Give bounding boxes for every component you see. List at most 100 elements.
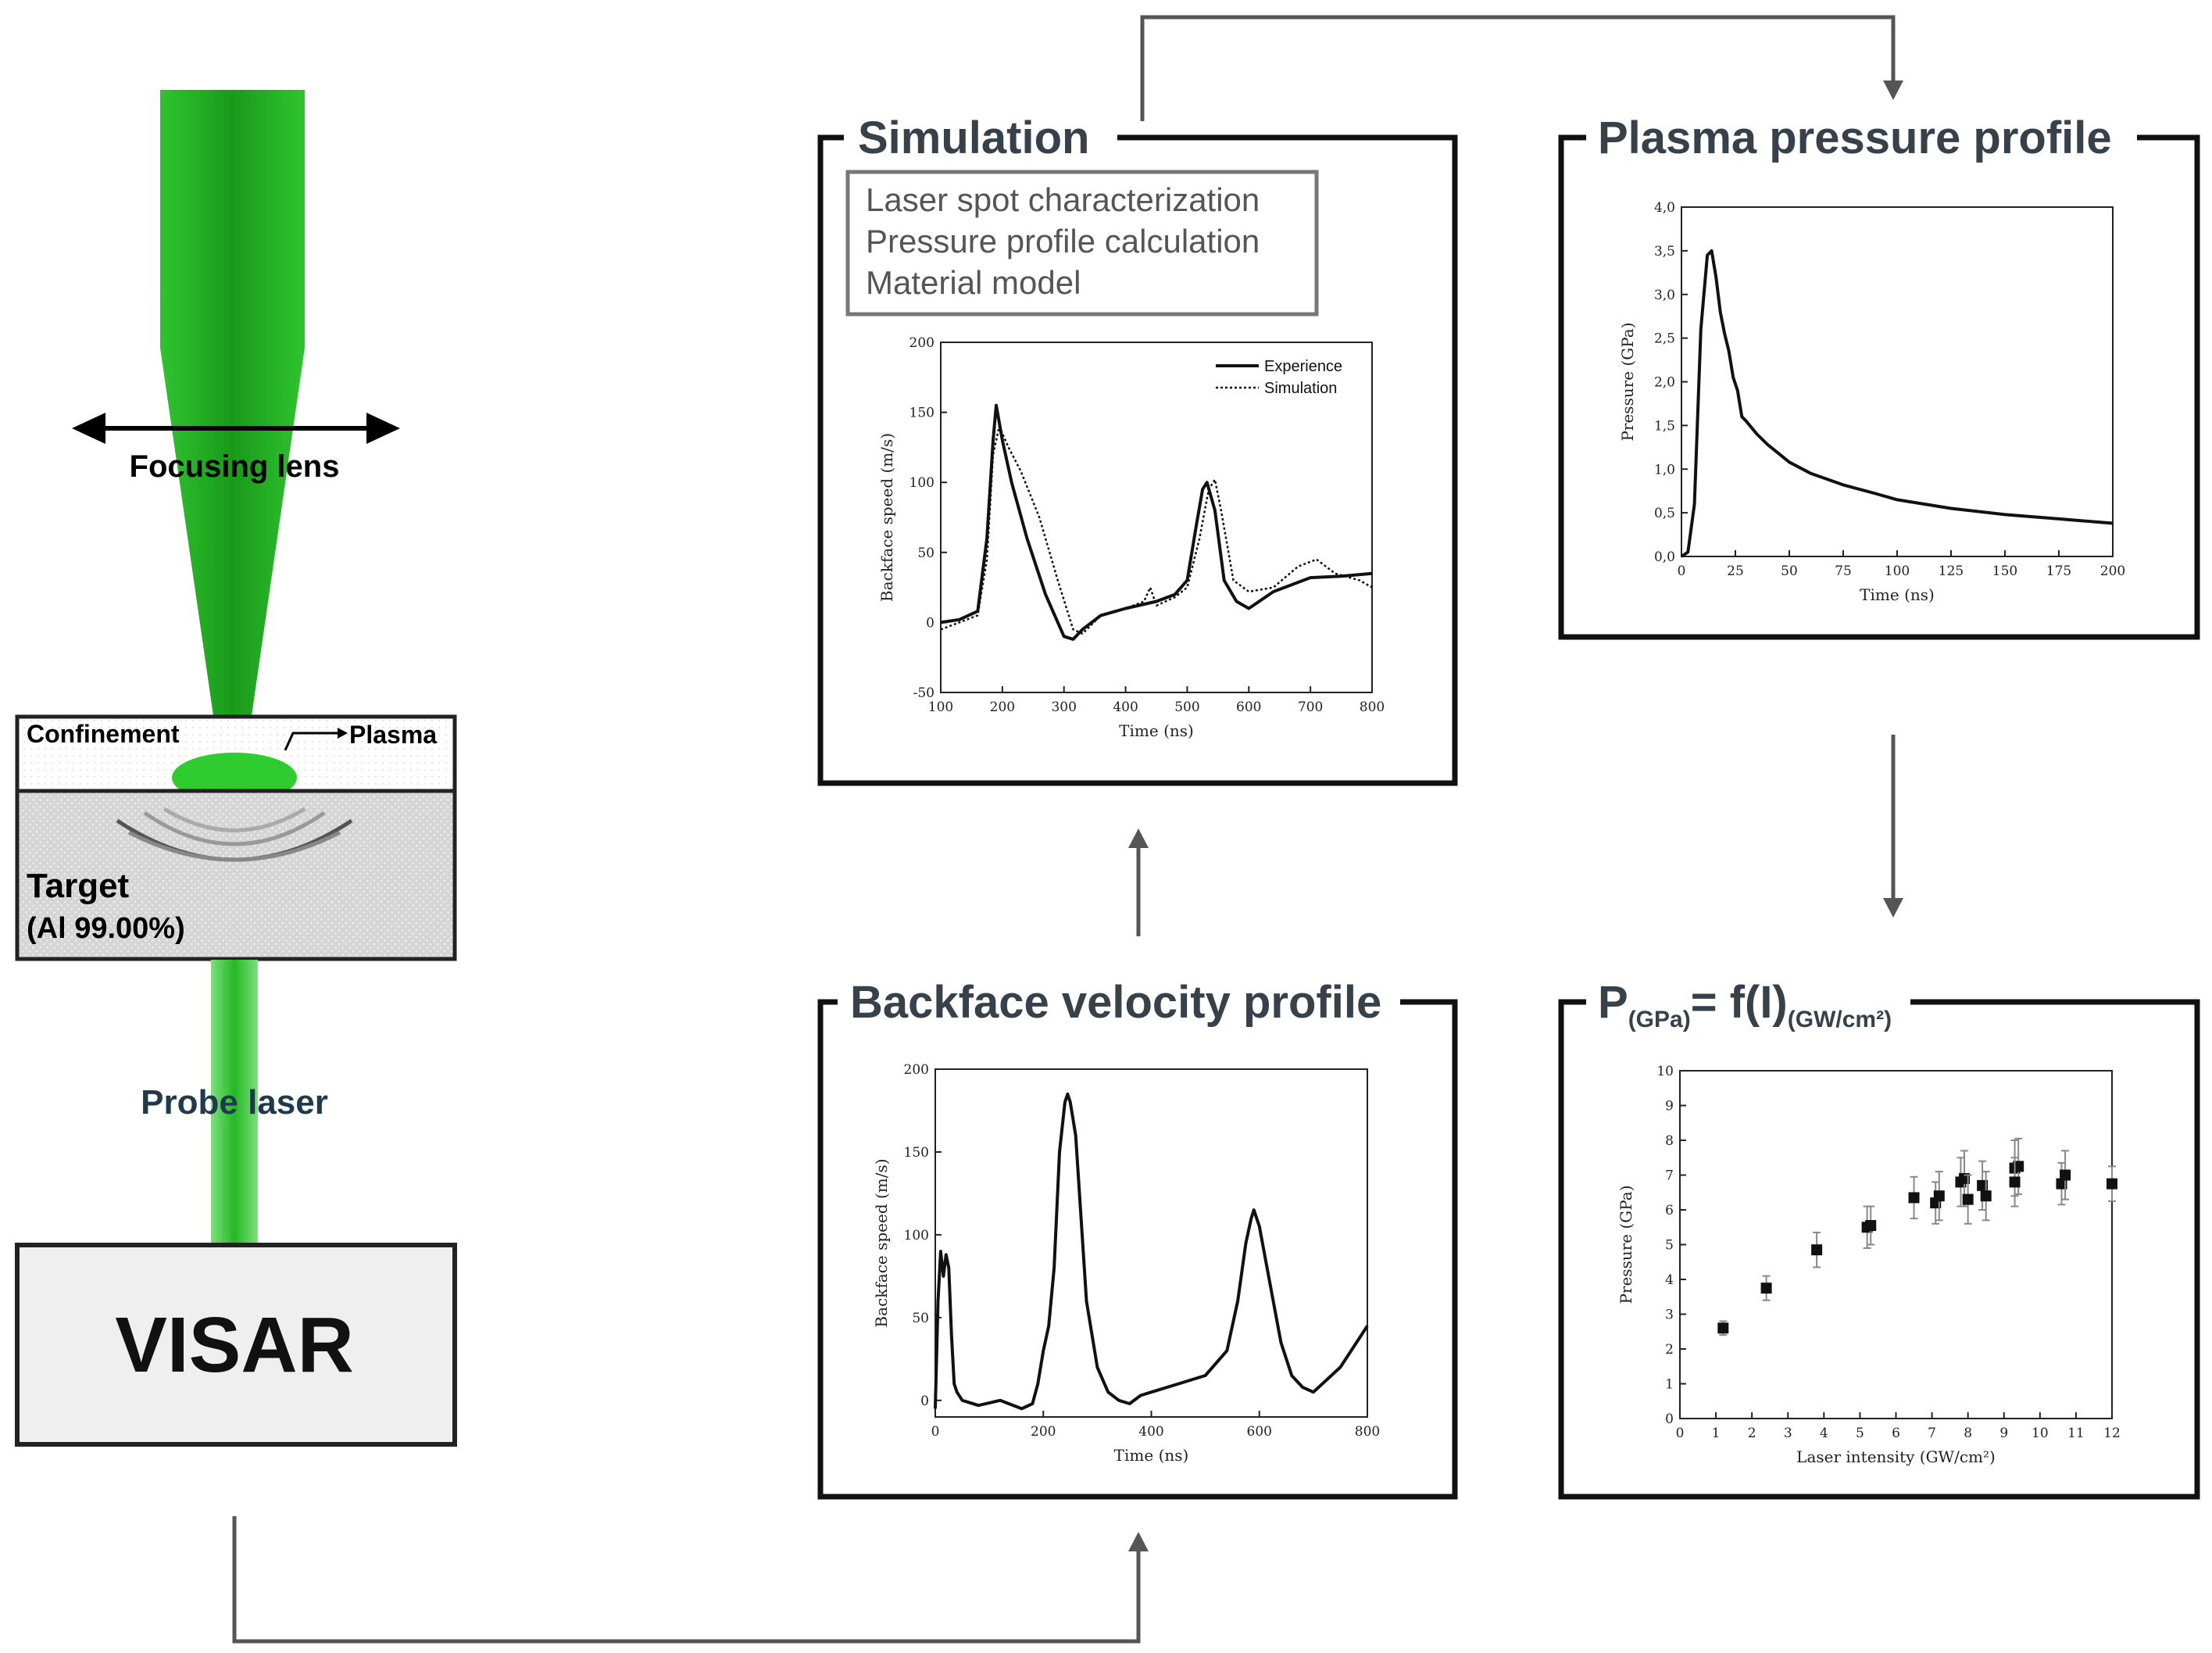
x-tick-label: 200	[990, 699, 1015, 715]
data-point	[1865, 1220, 1877, 1232]
y-tick-label: 6	[1665, 1203, 1674, 1218]
y-tick-label: 7	[1665, 1168, 1674, 1184]
x-tick-label: 800	[1355, 1424, 1380, 1440]
target-material-label: (Al 99.00%)	[27, 912, 185, 945]
simulation-step: Laser spot characterization	[866, 181, 1260, 218]
x-tick-label: 400	[1138, 1424, 1163, 1440]
backface-velocity-chart: 0 200 400 600 800 0 50 100 150 200 Time (ns) Backfa…	[872, 1062, 1380, 1465]
target-block	[15, 789, 457, 961]
focused-laser-beam	[160, 348, 305, 770]
plasma-pressure-panel: Plasma pressure profile 0 25 50 75 100 125 150…	[1558, 113, 2200, 640]
x-tick-label: 5	[1856, 1426, 1864, 1441]
x-tick-label: 100	[1885, 564, 1910, 579]
simulation-step: Material model	[866, 264, 1081, 301]
x-tick-label: 500	[1174, 699, 1199, 715]
x-tick-label: 75	[1835, 564, 1852, 579]
y-tick-label: 4,0	[1654, 200, 1675, 216]
x-tick-label: 150	[1992, 564, 2017, 579]
y-tick-label: 50	[912, 1311, 929, 1326]
y-tick-label: 0	[1665, 1411, 1674, 1427]
x-tick-label: 700	[1298, 699, 1323, 715]
backface-velocity-title: Backface velocity profile	[850, 977, 1381, 1028]
x-axis-label: Time (ns)	[1119, 721, 1194, 740]
x-tick-label: 175	[2046, 564, 2071, 579]
y-tick-label: 50	[917, 546, 934, 561]
x-axis-label: Time (ns)	[1860, 585, 1935, 604]
y-tick-label: 150	[904, 1145, 929, 1161]
series-line	[934, 1092, 1369, 1411]
series-line	[1680, 249, 2114, 558]
x-tick-label: 600	[1236, 699, 1261, 715]
data-point	[2056, 1178, 2067, 1190]
y-tick-label: 9	[1665, 1099, 1674, 1115]
x-tick-label: 200	[2100, 564, 2125, 579]
target-label: Target	[27, 867, 130, 905]
x-tick-label: 2	[1748, 1426, 1756, 1441]
data-point	[1760, 1283, 1772, 1294]
x-tick-label: 0	[1678, 564, 1686, 579]
incoming-laser-beam	[160, 90, 305, 348]
data-point	[1977, 1179, 1989, 1191]
simulation-steps-box	[845, 170, 1319, 317]
x-axis-label: Laser intensity (GW/cm²)	[1796, 1447, 1996, 1466]
focusing-lens-label: Focusing lens	[130, 449, 340, 484]
focusing-lens	[72, 413, 400, 444]
laser-setup: Focusing lens Confinement Plasma Target …	[15, 90, 457, 1447]
data-point	[2107, 1178, 2117, 1190]
y-tick-label: 100	[904, 1228, 929, 1243]
x-tick-label: 50	[1781, 564, 1798, 579]
y-axis-label: Pressure (GPa)	[1617, 1185, 1635, 1304]
data-point	[1811, 1244, 1823, 1256]
y-tick-label: 1,0	[1654, 462, 1675, 478]
y-axis-label: Backface speed (m/s)	[872, 1158, 891, 1327]
plasma-pointer-icon	[284, 732, 340, 751]
shock-wave-icon	[116, 807, 353, 862]
plasma-pressure-title: Plasma pressure profile	[1598, 113, 2112, 163]
data-point	[1717, 1322, 1729, 1334]
x-tick-label: 200	[1031, 1424, 1056, 1440]
x-tick-label: 100	[928, 699, 953, 715]
x-tick-label: 800	[1360, 699, 1385, 715]
x-tick-label: 8	[1964, 1426, 1972, 1441]
x-tick-label: 9	[1999, 1426, 2008, 1441]
series-line	[940, 425, 1373, 635]
pressure-law-panel: P(GPa)= f(I)(GW/cm²) 0 1 2 3 4 5 6 7 8 9 10 11 12012…	[1558, 977, 2200, 1500]
x-tick-label: 6	[1892, 1426, 1900, 1441]
x-tick-label: 4	[1820, 1426, 1828, 1441]
x-tick-label: 0	[931, 1424, 940, 1440]
y-axis-label: Backface speed (m/s)	[877, 433, 896, 602]
plot-frame	[1681, 206, 2114, 557]
data-point	[2009, 1176, 2021, 1188]
pressure-law-sub-p: (GPa)	[1628, 1007, 1691, 1032]
y-tick-label: 200	[904, 1062, 929, 1078]
plasma-pressure-chart: 0 25 50 75 100 125 150 175 200 0,0 0,5 1,0 1,5 2,0 2,5…	[1618, 200, 2125, 604]
x-tick-label: 125	[1939, 564, 1964, 579]
x-tick-label: 300	[1051, 699, 1076, 715]
y-tick-label: 3,0	[1654, 288, 1675, 303]
x-tick-label: 10	[2032, 1426, 2049, 1441]
y-tick-label: 0	[926, 615, 934, 631]
data-point	[1908, 1192, 1920, 1204]
y-tick-label: 8	[1665, 1133, 1674, 1149]
y-tick-label: -50	[913, 685, 934, 701]
simulation-title: Simulation	[858, 113, 1089, 163]
visar-label: VISAR	[115, 1301, 354, 1389]
arrow-visar-to-backface	[232, 1516, 1141, 1644]
x-tick-label: 11	[2067, 1426, 2085, 1441]
y-tick-label: 3	[1665, 1308, 1674, 1323]
y-tick-label: 4	[1665, 1272, 1674, 1288]
y-tick-label: 200	[909, 335, 934, 351]
data-point	[1933, 1190, 1945, 1202]
x-tick-label: 400	[1113, 699, 1138, 715]
arrow-simulation-to-pressure	[1140, 15, 1896, 121]
confinement-label: Confinement	[27, 720, 180, 748]
plasma-label: Plasma	[349, 721, 437, 749]
pressure-law-title: P(GPa)= f(I)(GW/cm²)	[1598, 977, 1892, 1032]
y-tick-label: 0,5	[1654, 506, 1675, 521]
pressure-law-sub-i: (GW/cm²)	[1788, 1007, 1892, 1032]
x-axis-label: Time (ns)	[1114, 1446, 1189, 1465]
y-tick-label: 1,5	[1654, 418, 1675, 434]
simulation-step: Pressure profile calculation	[866, 223, 1260, 259]
